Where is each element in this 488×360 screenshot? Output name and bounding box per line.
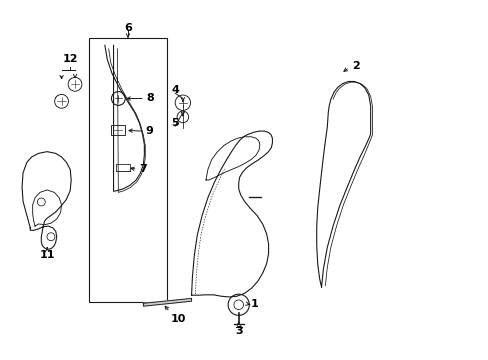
- Text: 3: 3: [234, 326, 242, 336]
- Text: 10: 10: [170, 314, 185, 324]
- Text: 1: 1: [250, 299, 258, 309]
- Text: 5: 5: [171, 118, 179, 128]
- Text: 12: 12: [62, 54, 78, 64]
- Text: 4: 4: [171, 85, 179, 95]
- Text: 11: 11: [39, 250, 55, 260]
- Text: 7: 7: [139, 165, 147, 174]
- Text: 9: 9: [145, 126, 153, 136]
- Bar: [89, 38, 167, 302]
- Text: 8: 8: [146, 94, 154, 103]
- Text: 2: 2: [351, 61, 359, 71]
- Text: 6: 6: [124, 23, 132, 33]
- Polygon shape: [143, 298, 191, 306]
- Bar: [111, 125, 125, 135]
